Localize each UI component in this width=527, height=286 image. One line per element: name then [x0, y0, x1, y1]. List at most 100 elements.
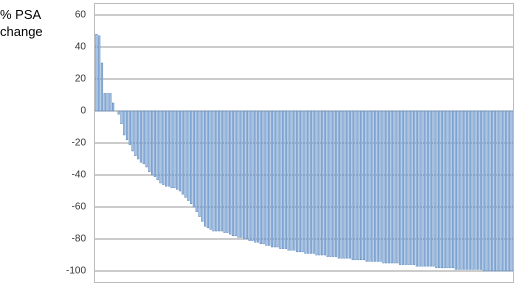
bar — [440, 110, 444, 269]
bar — [273, 110, 276, 248]
bar — [432, 110, 435, 267]
bar — [245, 110, 248, 240]
bar — [109, 93, 112, 112]
bar — [474, 110, 477, 270]
bar — [112, 102, 115, 112]
bar — [354, 110, 357, 261]
bar — [407, 110, 410, 265]
bar — [426, 110, 430, 267]
bar — [282, 110, 285, 249]
bar — [477, 110, 480, 270]
bar — [287, 110, 290, 251]
bar — [279, 110, 282, 249]
bar — [343, 110, 346, 259]
bar — [496, 110, 499, 272]
bar — [153, 110, 156, 177]
bar — [449, 110, 452, 269]
bar — [337, 110, 340, 259]
bar — [348, 110, 352, 259]
bar — [295, 110, 299, 253]
y-tick-label: -60 — [72, 202, 87, 213]
bar — [429, 110, 432, 267]
bar — [231, 110, 235, 237]
bar — [510, 110, 513, 272]
bar — [268, 110, 271, 246]
bar — [387, 110, 391, 264]
bar — [234, 110, 237, 237]
bar — [220, 110, 223, 232]
bar — [479, 110, 483, 270]
y-tick-label: -80 — [72, 234, 87, 245]
bar — [184, 110, 187, 198]
bar — [504, 110, 508, 272]
bar — [491, 110, 494, 272]
bar — [148, 110, 151, 173]
bar — [357, 110, 360, 261]
bar — [443, 110, 446, 269]
bar — [162, 110, 165, 185]
bar — [326, 110, 329, 257]
bar — [323, 110, 326, 256]
bar — [243, 110, 246, 240]
bar — [334, 110, 338, 257]
bar — [151, 110, 154, 176]
bar — [452, 110, 455, 269]
bar — [471, 110, 474, 270]
bar — [410, 110, 413, 265]
bar — [134, 110, 137, 157]
bar — [206, 110, 209, 229]
bar — [371, 110, 374, 262]
bar — [307, 110, 310, 254]
bar — [485, 110, 488, 272]
bar — [385, 110, 388, 264]
bar — [340, 110, 343, 259]
bar — [254, 110, 257, 243]
bar — [181, 110, 184, 195]
bar — [457, 110, 460, 270]
bar — [318, 110, 321, 256]
bar — [493, 110, 496, 272]
bar — [195, 110, 198, 213]
bar — [178, 110, 182, 192]
bar — [139, 110, 143, 163]
bar — [298, 110, 301, 253]
bar — [362, 110, 365, 261]
bar — [365, 110, 368, 262]
y-tick-label: -100 — [66, 266, 86, 277]
bar — [95, 33, 98, 112]
y-tick-label: 20 — [75, 74, 87, 85]
bar — [412, 110, 416, 265]
bar — [438, 110, 441, 269]
bar — [376, 110, 379, 262]
bar — [106, 93, 109, 112]
bar — [415, 110, 418, 267]
bar — [368, 110, 371, 262]
bar — [226, 110, 229, 233]
bar — [120, 110, 123, 125]
bar — [223, 110, 226, 233]
bar — [128, 110, 131, 145]
bar — [399, 110, 402, 265]
bar — [251, 110, 254, 241]
bar — [103, 93, 106, 112]
bar — [418, 110, 421, 267]
bar — [203, 110, 207, 227]
bar — [98, 35, 101, 112]
bar — [276, 110, 279, 248]
bar — [137, 110, 140, 160]
bar — [382, 110, 385, 264]
bar — [488, 110, 491, 272]
bar — [117, 110, 120, 115]
plot-frame — [94, 3, 514, 283]
bar — [259, 110, 262, 245]
bar — [301, 110, 304, 253]
bar — [212, 110, 215, 232]
bar — [502, 110, 505, 272]
bar — [293, 110, 296, 251]
bar — [499, 110, 502, 272]
bar — [262, 110, 265, 245]
bar — [284, 110, 287, 249]
bar — [329, 110, 332, 257]
bar — [309, 110, 313, 254]
bar — [125, 110, 129, 141]
